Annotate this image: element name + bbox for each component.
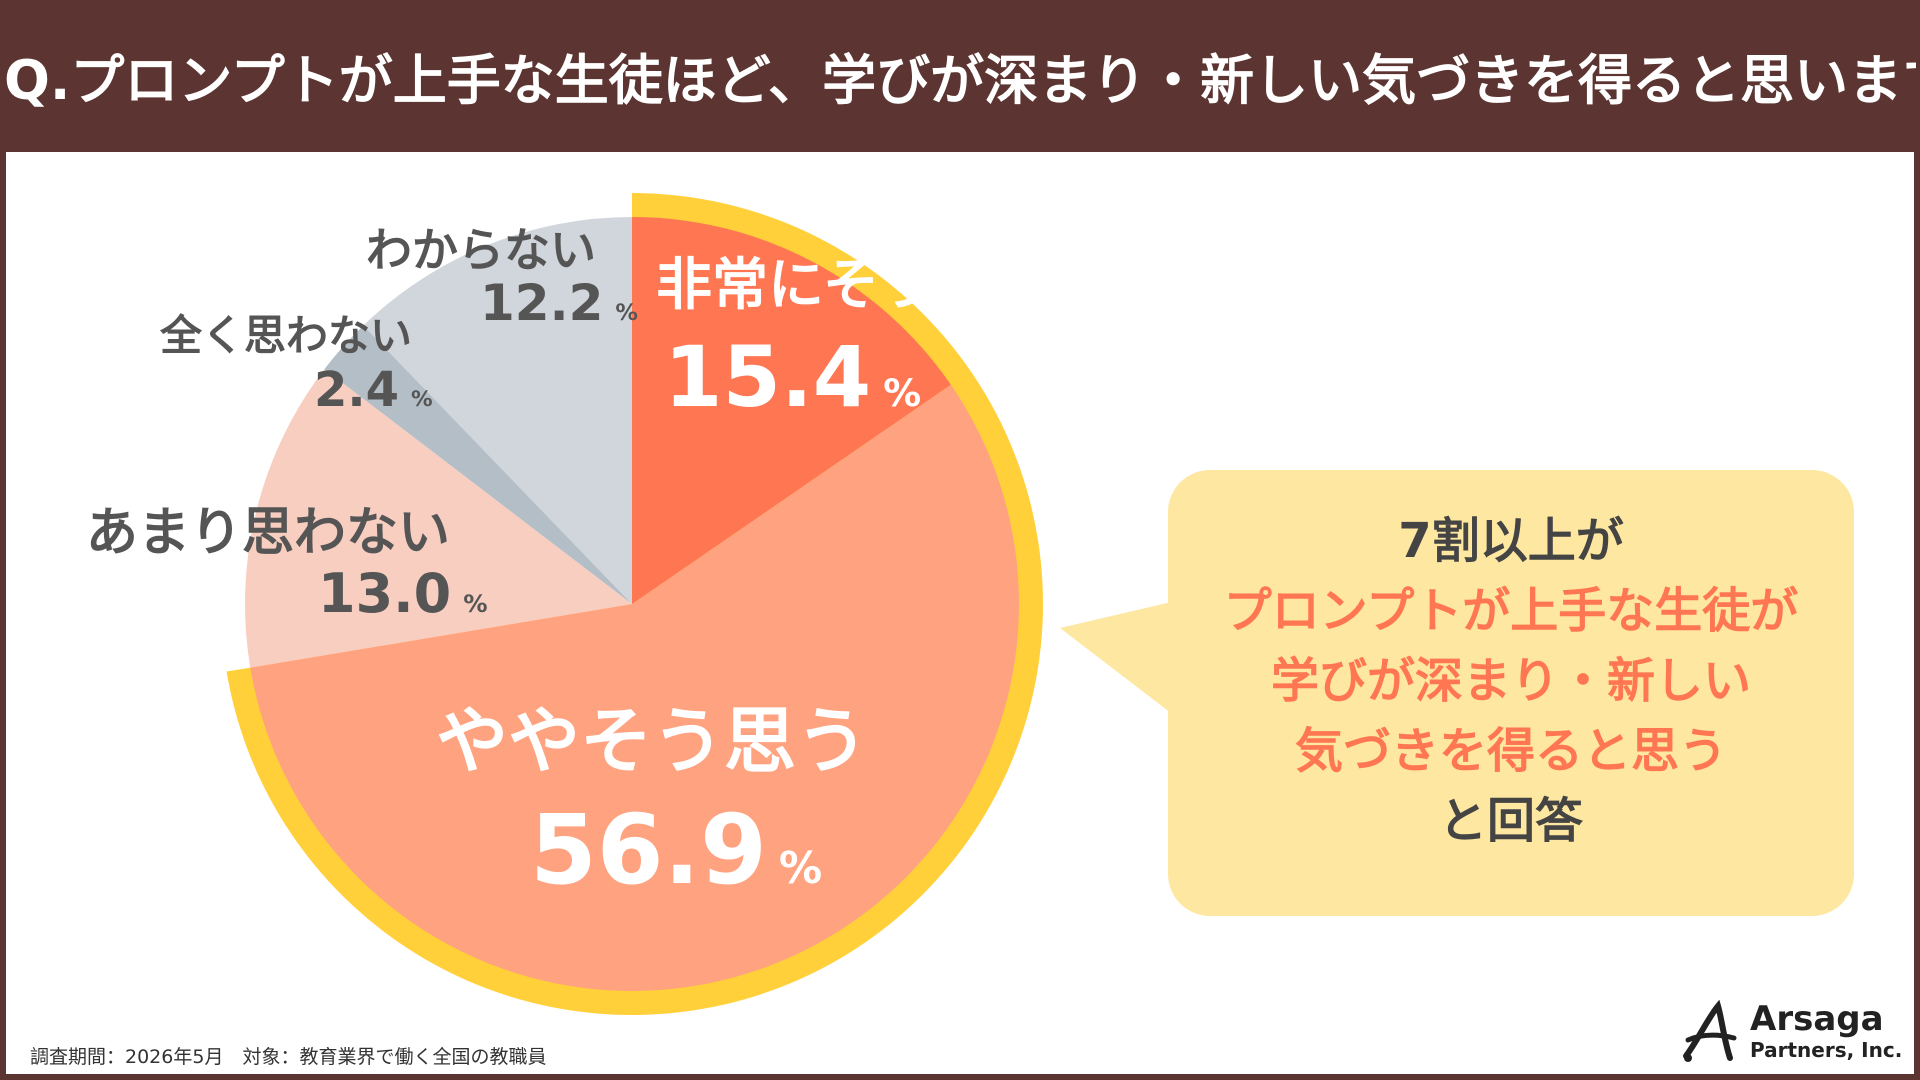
slice-name: 非常にそう思う (656, 253, 1047, 318)
slice-label-somewhat-agree: ややそう思う (436, 682, 868, 787)
callout-text: 7割以上が プロンプトが上手な生徒が 学びが深まり・新しい 気づきを得ると思う … (1168, 506, 1854, 856)
callout-line-3: 学びが深まり・新しい (1270, 653, 1751, 709)
slice-value-very-agree: 15.4% (664, 328, 921, 426)
slice-value-dont-know: 12.2% (480, 274, 638, 332)
percent-unit: % (463, 589, 488, 618)
survey-note: 調査期間：2026年5月 対象：教育業界で働く全国の教職員 (30, 1046, 547, 1068)
callout-line-4: 気づきを得ると思う (1294, 723, 1727, 779)
header-bar: Q.プロンプトが上手な生徒ほど、学びが深まり・新しい気づきを得ると思いますか？ (0, 0, 1920, 150)
pie-slice-1 (250, 384, 1019, 991)
pie-slice-0 (632, 217, 951, 604)
slice-percent: 13.0 (318, 562, 452, 625)
callout-line-5: と回答 (1438, 793, 1583, 849)
slice-percent: 56.9 (530, 794, 767, 906)
callout-line-2: プロンプトが上手な生徒が (1223, 583, 1799, 639)
slice-label-very-agree: 非常にそう思う (656, 240, 1047, 321)
slice-value-somewhat-agree: 56.9% (530, 794, 822, 906)
pie-slice-2 (245, 369, 633, 668)
slice-percent: 2.4 (314, 362, 400, 418)
percent-unit: % (883, 371, 922, 415)
logo-name: Arsaga (1750, 999, 1884, 1039)
logo-sub: Partners, Inc. (1750, 1038, 1903, 1062)
pie-slice-4 (363, 217, 632, 604)
slice-percent: 12.2 (480, 274, 604, 332)
slice-value-strongly-disagree: 2.4% (314, 362, 433, 418)
slice-label-somewhat-disagree: あまり思わない (86, 490, 450, 565)
slice-name: あまり思わない (86, 503, 451, 563)
pie-slice-3 (324, 325, 632, 604)
percent-unit: % (615, 300, 638, 326)
arsaga-logo-icon (1683, 1000, 1737, 1062)
slice-name: 全く思わない (160, 311, 413, 360)
company-logo-text: Arsaga Partners, Inc. (1750, 1000, 1902, 1062)
slice-name: わからない (366, 223, 596, 277)
percent-unit: % (778, 844, 823, 894)
page-title: Q.プロンプトが上手な生徒ほど、学びが深まり・新しい気づきを得ると思いますか？ (4, 48, 1916, 112)
slice-name: ややそう思う (436, 699, 869, 783)
slice-percent: 15.4 (664, 328, 872, 426)
callout-line-1: 7割以上が (1398, 513, 1624, 569)
percent-unit: % (411, 387, 433, 412)
callout-bubble (1168, 470, 1854, 916)
slice-label-dont-know: わからない (366, 214, 596, 280)
slice-value-somewhat-disagree: 13.0% (318, 562, 488, 625)
slice-label-strongly-disagree: 全く思わない (160, 302, 412, 363)
